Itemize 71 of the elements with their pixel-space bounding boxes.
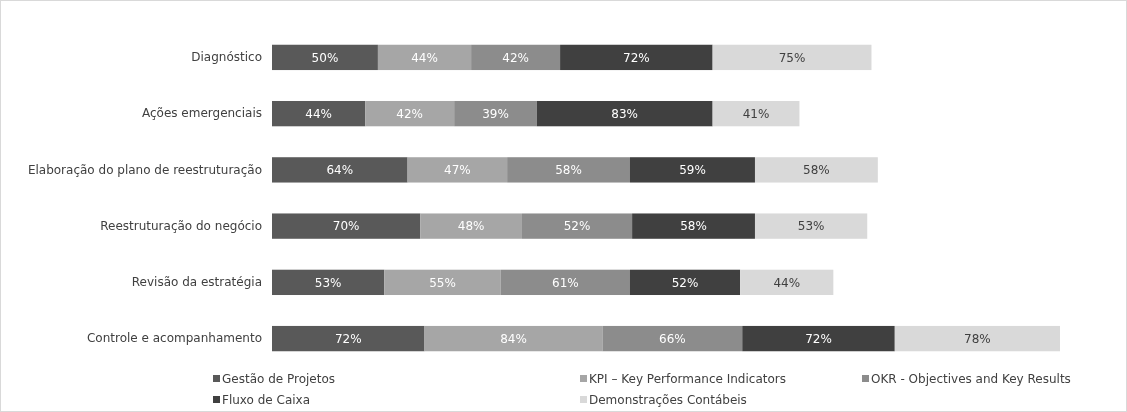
data-label: 70% xyxy=(332,219,360,234)
bar xyxy=(420,213,522,239)
bar xyxy=(754,213,868,239)
bar xyxy=(272,325,425,352)
bar xyxy=(629,157,755,183)
bar xyxy=(471,44,561,71)
legend-label: KPI – Key Performance Indicators xyxy=(589,372,786,387)
data-label: 53% xyxy=(797,219,825,234)
bar xyxy=(272,100,366,127)
data-label: 48% xyxy=(457,219,485,234)
data-label: 83% xyxy=(611,106,639,121)
bar xyxy=(272,44,378,71)
y-tick-label: Ações emergenciais xyxy=(141,106,262,121)
data-label: 55% xyxy=(429,275,456,290)
bar xyxy=(377,44,472,71)
data-label: 58% xyxy=(555,163,582,178)
data-label: 44% xyxy=(305,106,332,121)
legend-label: Demonstrações Contábeis xyxy=(589,393,747,408)
data-label: 72% xyxy=(805,331,832,346)
bar xyxy=(454,100,537,127)
bar xyxy=(632,213,755,239)
data-label: 66% xyxy=(659,331,686,346)
legend-label: OKR - Objectives and Key Results xyxy=(871,372,1071,387)
data-label: 64% xyxy=(326,163,354,178)
bar xyxy=(365,100,455,127)
bar xyxy=(629,269,741,296)
y-tick-label: Elaboração do plano de reestruturação xyxy=(27,162,262,177)
data-label: 75% xyxy=(778,50,806,65)
data-label: 42% xyxy=(502,50,529,65)
data-label: 52% xyxy=(563,219,591,234)
data-label: 58% xyxy=(803,163,830,178)
data-label: 72% xyxy=(334,331,362,346)
bar xyxy=(602,325,743,352)
y-tick-label: Diagnóstico xyxy=(191,50,262,65)
legend-label: Fluxo de Caixa xyxy=(222,393,311,408)
y-tick-label: Reestruturação do negócio xyxy=(100,218,262,233)
data-label: 53% xyxy=(314,275,342,290)
data-label: 61% xyxy=(552,275,579,290)
bar xyxy=(272,157,408,183)
bar xyxy=(742,325,895,352)
bar xyxy=(521,213,633,239)
y-tick-label: Revisão da estratégia xyxy=(131,275,262,290)
bar xyxy=(272,213,421,239)
data-label: 50% xyxy=(311,50,339,65)
data-label: 41% xyxy=(742,106,770,121)
bar xyxy=(712,100,800,127)
bar xyxy=(740,269,834,296)
bar xyxy=(754,157,878,183)
data-label: 42% xyxy=(396,106,424,121)
y-tick-label: Controle e acompanhamento xyxy=(86,331,262,346)
bar xyxy=(500,269,630,296)
data-label: 47% xyxy=(444,163,471,178)
bar xyxy=(407,157,508,183)
data-label: 59% xyxy=(679,163,706,178)
data-label: 84% xyxy=(500,331,527,346)
data-label: 39% xyxy=(482,106,509,121)
data-label: 44% xyxy=(411,50,438,65)
bar xyxy=(894,325,1060,352)
bar xyxy=(507,157,630,183)
bar xyxy=(384,269,501,296)
data-label: 44% xyxy=(773,275,801,290)
bar xyxy=(424,325,603,352)
bar xyxy=(536,100,713,127)
data-label: 72% xyxy=(623,50,650,65)
data-label: 58% xyxy=(680,219,707,234)
bar xyxy=(712,44,872,71)
data-label: 78% xyxy=(964,331,991,346)
bar xyxy=(272,269,385,296)
data-label: 52% xyxy=(671,275,699,290)
bar xyxy=(560,44,713,71)
legend-label: Gestão de Projetos xyxy=(222,372,336,387)
